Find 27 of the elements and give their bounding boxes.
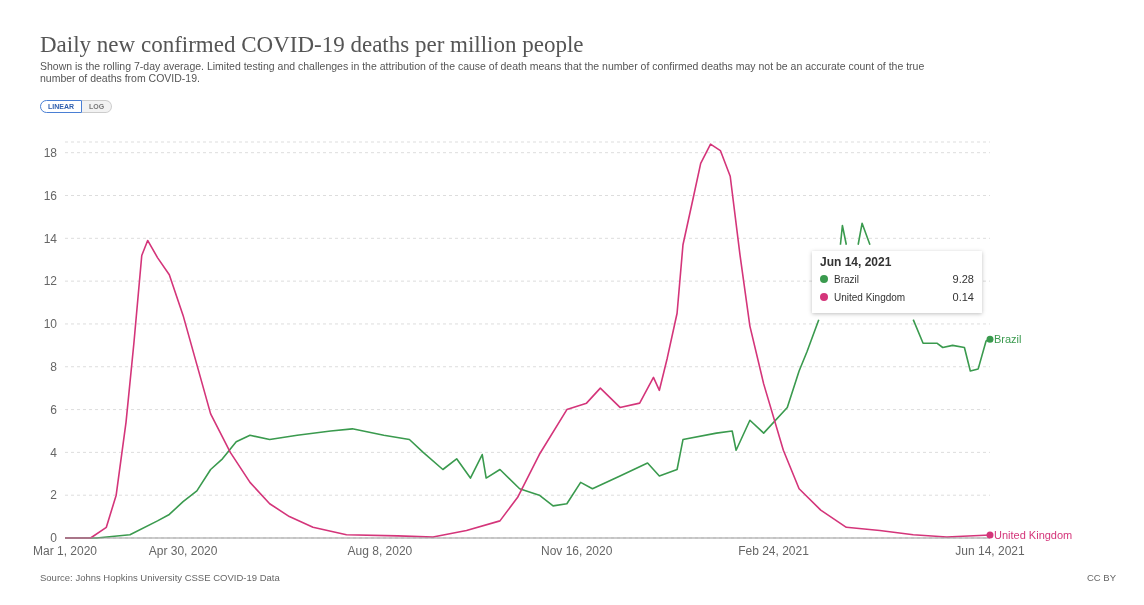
text: CC BY bbox=[1086, 572, 1116, 583]
x-tick-label: Apr 30, 2020 bbox=[148, 543, 218, 558]
y-tick-label: 8 bbox=[50, 360, 58, 375]
y-tick-label: 4 bbox=[50, 445, 58, 460]
x-tick-label: Feb 24, 2021 bbox=[738, 543, 810, 558]
y-tick-label: 12 bbox=[43, 274, 58, 289]
x-tick-label: Jun 14, 2021 bbox=[955, 543, 1026, 558]
annotation: 0.14 bbox=[952, 291, 974, 303]
y-tick-label: 10 bbox=[43, 317, 58, 332]
y-tick-label: 14 bbox=[43, 231, 58, 246]
y-tick-label: 0 bbox=[50, 531, 58, 546]
x-tick-label: Nov 16, 2020 bbox=[541, 543, 613, 558]
annotation: Jun 14, 2021 bbox=[820, 255, 893, 269]
y-tick-label: 6 bbox=[50, 402, 58, 417]
x-tick-label: Aug 8, 2020 bbox=[347, 543, 413, 558]
legend-label: United Kingdom bbox=[834, 291, 907, 303]
y-tick-label: 16 bbox=[43, 188, 58, 203]
chart-title: Daily new confirmed COVID-19 deaths per million people bbox=[40, 32, 584, 58]
y-tick-label: 18 bbox=[43, 145, 58, 160]
source-note: Source: Johns Hopkins University CSSE COVID-19 Data bbox=[40, 572, 280, 583]
legend-label: Brazil bbox=[834, 273, 860, 285]
text: Brazil bbox=[994, 333, 1022, 346]
text: United Kingdom bbox=[994, 529, 1073, 541]
annotation: 9.28 bbox=[952, 273, 974, 285]
x-tick-label: Mar 1, 2020 bbox=[32, 543, 98, 558]
y-tick-label: 2 bbox=[50, 488, 58, 503]
chart-subtitle: Shown is the rolling 7-day average. Limited testing and challenges in the attribution of the cause of death means that the number of confirmed deaths may not be an accurate count of the true number of deaths from COVID-19. bbox=[40, 60, 926, 84]
